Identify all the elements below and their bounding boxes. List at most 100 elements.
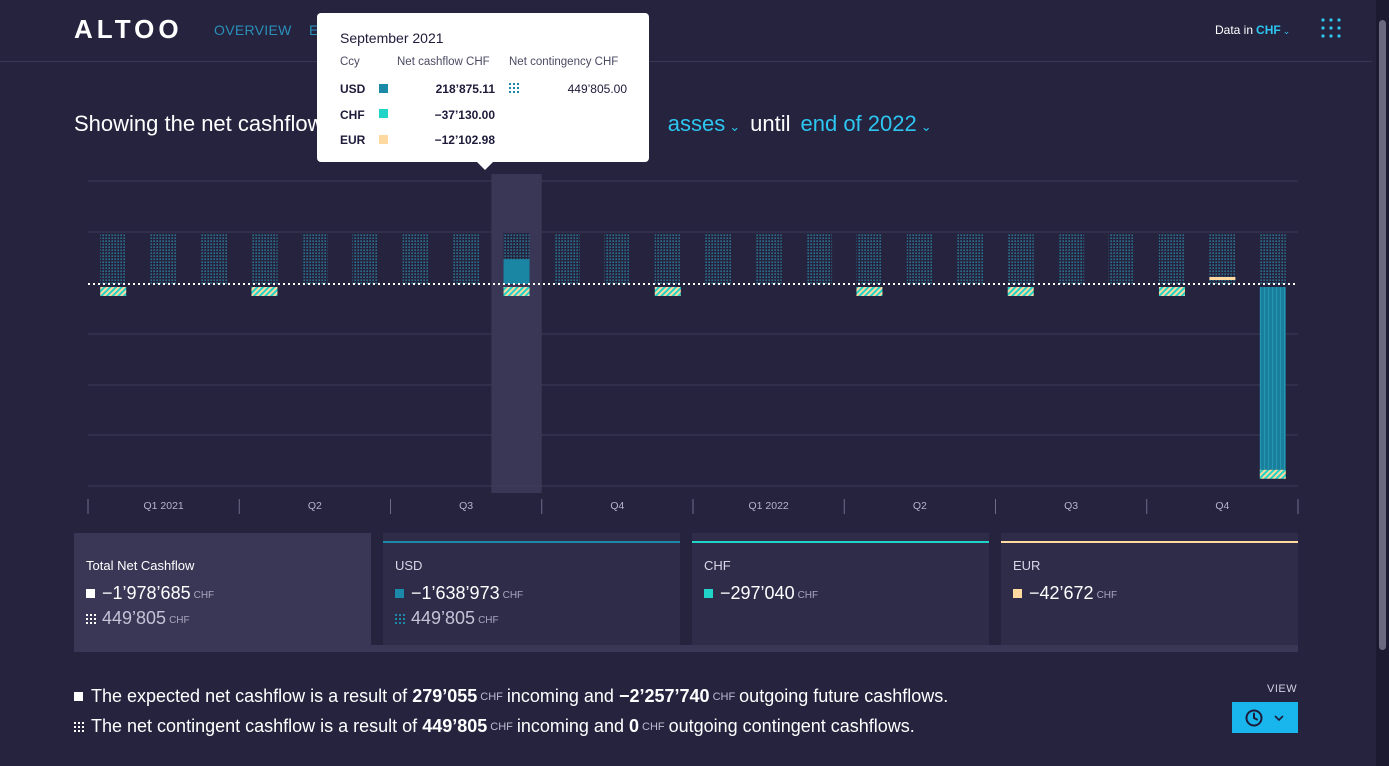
eur-swatch [379,135,388,144]
x-tick-label: Q2 [307,500,322,512]
contingency-bar [1158,233,1185,284]
nav-item-second[interactable]: E [309,22,319,38]
nav-overview[interactable]: OVERVIEW [214,22,292,38]
altoo-logo[interactable]: ALTOO [74,14,183,44]
chf-swatch [379,109,388,118]
chf-eur-bar [503,287,530,296]
incoming-value: 449’805 [422,716,488,736]
chevron-down-icon: ⌄ [1282,26,1291,36]
data-in-label: Data in [1215,23,1254,37]
outgoing-value: −2’257’740 [618,686,710,706]
cards-base [74,645,1298,652]
card-net-value: −297’040 [720,583,795,603]
contingency-bar [201,233,228,284]
card-net-row: −297’040 CHF [704,583,818,604]
chevron-down-icon [1274,714,1284,721]
summary-cards: Total Net Cashflow −1’978’685 CHF 449’805… [74,533,1298,652]
contingency-bar [1058,233,1085,284]
usd-swatch [395,589,404,598]
contingency-bar [1259,233,1286,284]
footer-text: incoming and [506,686,614,706]
usd-bar [1259,287,1286,470]
contingency-bar [100,233,127,284]
x-tick-label: Q1 2021 [143,500,184,512]
footer-text: The expected net cashflow is a result of [91,686,408,706]
chevron-down-icon: ⌄ [920,119,932,134]
card-total[interactable]: Total Net Cashflow −1’978’685 CHF 449’805… [74,533,371,652]
contingency-bar [906,233,933,284]
heading-prefix: Showing the net cashflow [74,111,324,136]
cashflow-chart[interactable] [0,0,1372,530]
x-tick-label: Q3 [459,500,474,512]
card-topline [383,541,680,543]
tooltip-ccy-eur: EUR [340,133,366,147]
tooltip-net-chf: −37’130.00 [434,108,495,122]
chf-eur-bar [100,287,127,296]
x-tick-label: Q4 [1215,500,1230,512]
asset-class-selector[interactable]: asses ⌄ [668,111,740,136]
footer-expected-line: The expected net cashflow is a result of… [74,686,948,707]
view-label: VIEW [1267,683,1298,695]
view-selector-button[interactable] [1232,702,1298,733]
x-tick-label: Q2 [912,500,927,512]
tooltip-col-contingency: Net contingency CHF [509,56,619,68]
tooltip-net-usd: 218’875.11 [435,82,495,96]
x-tick-label: Q3 [1064,500,1079,512]
contingency-bar [705,233,732,284]
card-usd[interactable]: USD −1’638’973 CHF 449’805 CHF [383,533,680,645]
footer-text: outgoing future cashflows. [739,686,949,706]
period-selector[interactable]: end of 2022 ⌄ [801,111,932,136]
contingency-dots-icon [395,613,405,624]
data-currency-selector[interactable]: Data in CHF ⌄ [1215,23,1290,37]
contingency-bar [352,233,379,284]
chf-swatch [704,589,713,598]
page-scrollbar[interactable] [1376,0,1389,766]
contingency-bar [856,233,883,284]
tooltip-contingency-usd: 449’805.00 [567,82,627,96]
card-unit: CHF [193,590,215,601]
tooltip-col-ccy: Ccy [340,56,360,68]
tooltip-ccy-usd: USD [340,82,366,96]
chf-eur-bar [654,287,681,296]
card-unit: CHF [169,615,190,626]
contingency-bar [604,233,631,284]
incoming-value: 279’055 [412,686,478,706]
chf-eur-bar [1259,469,1286,479]
chf-eur-bar [856,287,883,296]
eur-bar [1209,277,1236,280]
net-swatch [86,589,95,598]
apps-grid-icon[interactable] [1321,18,1341,38]
scrollbar-thumb[interactable] [1379,20,1386,650]
card-contingent-row: 449’805 CHF [395,608,499,629]
outgoing-value: 0 [628,716,639,736]
footer-text: incoming and [516,716,624,736]
card-eur[interactable]: EUR −42’672 CHF [1001,533,1298,645]
chf-eur-bar [251,287,278,296]
card-title: CHF [704,558,731,573]
contingency-bar [806,233,833,284]
top-bar: ALTOO OVERVIEW E Data in CHF ⌄ [0,0,1372,62]
footer-contingent-line: The net contingent cashflow is a result … [74,716,915,737]
contingency-dots-icon [86,613,96,624]
usd-bar [503,259,530,284]
cashflow-heading: Showing the net cashflow asses ⌄ until end … [74,111,932,137]
card-contingent-value: 449’805 [411,608,476,628]
contingency-dots-icon [74,721,84,732]
card-topline [1001,541,1298,543]
chf-eur-bar [1158,287,1185,296]
period-value: end of 2022 [800,111,917,136]
chevron-down-icon: ⌄ [729,119,741,134]
card-topline [692,541,989,543]
card-chf[interactable]: CHF −297’040 CHF [692,533,989,645]
card-title: Total Net Cashflow [86,558,195,573]
contingency-bar [755,233,782,284]
card-title: USD [395,558,423,573]
asset-class-value: asses [667,111,726,136]
card-title: EUR [1013,558,1041,573]
x-tick-label: Q4 [610,500,625,512]
tooltip-ccy-chf: CHF [340,108,365,122]
tooltip-net-eur: −12’102.98 [434,133,495,147]
chf-eur-bar [1007,287,1034,296]
card-contingent-row: 449’805 CHF [86,608,190,629]
card-unit: CHF [478,615,499,626]
